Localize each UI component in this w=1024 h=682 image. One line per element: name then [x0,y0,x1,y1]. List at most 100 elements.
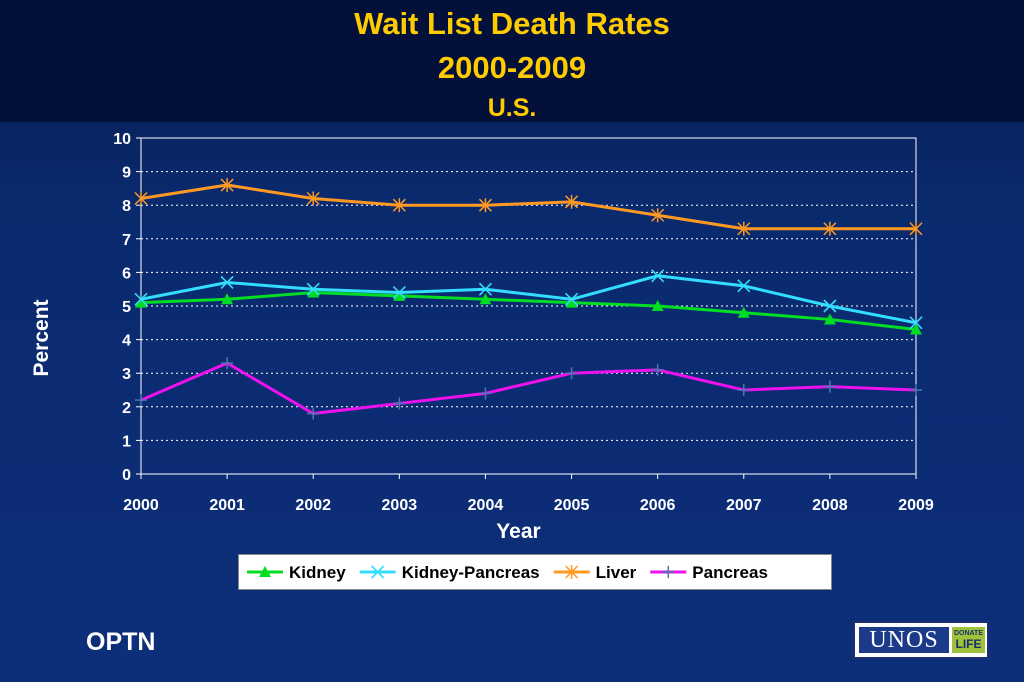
data-point-kidney-pancreas [306,282,320,296]
data-point-liver [823,221,837,236]
unos-logo: UNOS DONATE LIFE [853,621,989,659]
data-point-kidney-pancreas [134,292,148,306]
x-tick-label: 2008 [812,497,848,514]
x-marker-stroke [478,282,493,296]
series-line-liver [140,183,916,231]
x-tick-label: 2006 [640,497,676,514]
legend-items: Kidney Kidney-Pancreas Liver Pancreas [247,563,768,582]
y-tick-label: 1 [122,433,131,450]
y-tick-label: 4 [122,333,131,350]
chart-legend: Kidney Kidney-Pancreas Liver Pancreas [238,554,832,590]
x-tick-label: 2009 [898,497,934,514]
y-tick-label: 9 [122,165,131,182]
triangle-marker-shape [307,286,320,298]
series-line-kidney [140,291,917,332]
x-tick-label: 2003 [382,497,418,514]
legend-swatch-marker [259,566,271,577]
triangle-marker-shape [259,566,271,577]
legend-label: Pancreas [692,563,768,582]
x-tick-label: 2002 [295,497,331,514]
data-point-pancreas [651,363,664,376]
data-point-kidney-pancreas [564,292,579,306]
x-marker-stroke [306,282,320,296]
data-point-liver [565,194,579,209]
data-point-kidney [135,296,147,308]
triangle-marker-shape [135,296,147,308]
data-point-pancreas [479,387,492,400]
triangle-marker-shape [651,300,664,311]
data-point-liver [134,191,148,206]
x-axis-title: Year [496,520,540,543]
legend-swatch-marker [371,565,385,579]
data-point-liver [478,198,492,213]
x-marker-stroke [220,275,234,290]
triangle-marker-shape [393,289,406,301]
data-point-pancreas [823,380,836,393]
data-point-kidney [651,300,664,311]
data-point-kidney-pancreas [909,316,923,330]
legend-item-kidney: Kidney [247,563,346,582]
x-marker-stroke [134,292,148,306]
triangle-marker-shape [479,293,492,305]
legend-label: Kidney-Pancreas [402,563,540,582]
data-point-kidney-pancreas [737,279,751,293]
data-point-kidney-pancreas [478,282,493,296]
data-point-kidney [565,296,578,308]
legend-swatch-marker [565,565,579,579]
chart-title: Wait List Death Rates [354,6,670,41]
data-point-kidney [221,293,234,305]
y-tick-label: 10 [113,131,131,148]
legend-label: Liver [596,563,637,582]
x-marker-stroke [651,269,665,283]
y-tick-label: 0 [122,467,131,484]
x-tick-label: 2000 [123,497,159,514]
legend-item-kidney-pancreas: Kidney-Pancreas [359,563,540,582]
data-point-kidney [479,293,492,305]
y-tick-label: 7 [122,232,131,249]
donate-life-badge-bottom: LIFE [955,637,982,651]
data-point-kidney-pancreas [392,285,406,300]
x-tick-label: 2004 [468,497,504,514]
donate-life-badge-top: DONATE [953,630,984,637]
data-point-pancreas [910,384,922,396]
data-point-kidney-pancreas [651,269,665,283]
y-tick-label: 2 [122,400,131,417]
triangle-marker-shape [910,323,922,335]
donate-life-badge: DONATE LIFE [952,627,985,653]
x-tick-label: 2005 [554,497,590,514]
data-point-liver [306,191,320,206]
data-point-pancreas [307,407,320,420]
data-point-pancreas [221,357,234,370]
triangle-marker-shape [565,296,578,308]
triangle-marker-shape [221,293,234,305]
legend-item-liver: Liver [553,563,637,582]
data-point-kidney [910,323,922,335]
unos-logo-text: UNOS [859,627,949,653]
legend-swatch-marker [662,566,675,578]
legend-item-pancreas: Pancreas [650,563,768,582]
data-point-kidney-pancreas [823,299,837,313]
x-marker-stroke [823,299,837,313]
x-tick-label: 2001 [209,497,245,514]
footer-org: OPTN [86,628,156,656]
x-marker-stroke [392,285,406,300]
triangle-marker-shape [823,313,836,325]
x-marker-stroke [564,292,579,306]
legend-label: Kidney [289,563,346,582]
y-tick-label: 3 [122,366,131,383]
data-point-pancreas [135,394,147,407]
title-band [0,0,1024,122]
data-point-kidney [307,286,320,298]
data-point-pancreas [565,367,578,380]
data-point-liver [392,198,406,213]
x-marker-stroke [737,279,751,293]
chart-subtitle-region: U.S. [487,94,537,122]
y-tick-label: 5 [122,299,131,316]
data-point-liver [651,208,665,223]
data-point-pancreas [393,397,406,410]
data-point-liver [909,221,923,236]
data-point-liver [737,221,751,236]
chart-subtitle-years: 2000-2009 [437,50,587,85]
data-point-kidney [823,313,836,325]
